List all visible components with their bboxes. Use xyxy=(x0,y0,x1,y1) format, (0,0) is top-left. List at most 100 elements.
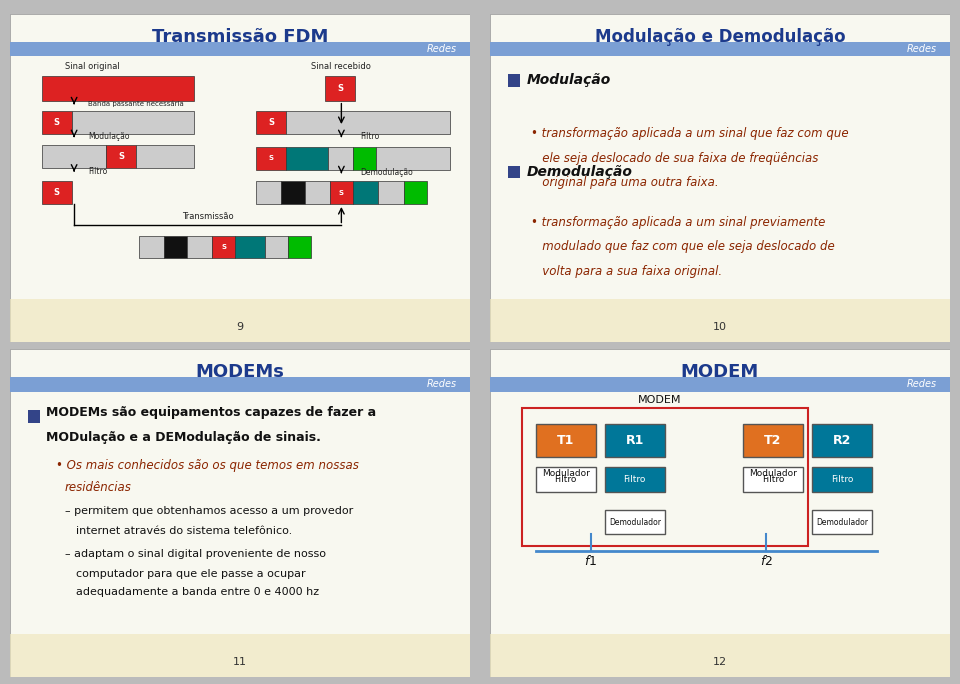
Bar xyxy=(522,408,807,546)
Bar xyxy=(10,635,470,677)
Text: $f2$: $f2$ xyxy=(759,553,773,568)
Text: MODEMs: MODEMs xyxy=(196,363,284,381)
Bar xyxy=(330,181,353,204)
Text: computador para que ele passe a ocupar: computador para que ele passe a ocupar xyxy=(77,568,306,579)
Bar xyxy=(304,181,330,204)
Text: Transmissão: Transmissão xyxy=(182,212,233,221)
Bar xyxy=(403,181,426,204)
Bar xyxy=(256,181,281,204)
Text: Modulador: Modulador xyxy=(541,469,589,478)
Text: Filtro: Filtro xyxy=(88,167,108,176)
Bar xyxy=(281,181,304,204)
Text: S: S xyxy=(339,189,344,196)
Bar xyxy=(743,424,803,457)
Text: Redes: Redes xyxy=(426,379,457,389)
Bar xyxy=(376,146,449,170)
Text: volta para a sua faixa original.: volta para a sua faixa original. xyxy=(531,265,722,278)
Bar xyxy=(286,146,327,170)
Text: T2: T2 xyxy=(764,434,781,447)
Text: Modulador: Modulador xyxy=(749,469,797,478)
Bar xyxy=(490,42,950,56)
Bar xyxy=(107,145,136,168)
Text: S: S xyxy=(54,188,60,197)
Bar xyxy=(812,467,872,492)
Text: Modulação e Demodulação: Modulação e Demodulação xyxy=(594,27,846,46)
Text: Redes: Redes xyxy=(906,379,937,389)
Bar xyxy=(187,236,212,259)
Text: Sinal recebido: Sinal recebido xyxy=(311,62,372,71)
Text: Demodulador: Demodulador xyxy=(609,518,660,527)
Text: R1: R1 xyxy=(626,434,644,447)
Bar xyxy=(286,111,449,133)
Bar xyxy=(42,181,72,204)
Bar xyxy=(138,236,164,259)
Text: Demodulador: Demodulador xyxy=(816,518,868,527)
Bar xyxy=(353,181,378,204)
Text: MODEM: MODEM xyxy=(638,395,682,405)
Text: S: S xyxy=(269,155,274,161)
Text: Transmissão FDM: Transmissão FDM xyxy=(152,27,328,46)
Text: Redes: Redes xyxy=(426,44,457,54)
Text: S: S xyxy=(337,84,344,93)
Bar xyxy=(42,145,107,168)
Text: adequadamente a banda entre 0 e 4000 hz: adequadamente a banda entre 0 e 4000 hz xyxy=(77,588,320,597)
Bar xyxy=(327,146,353,170)
Bar xyxy=(536,424,595,457)
Text: Demodulação: Demodulação xyxy=(360,168,413,177)
Text: internet através do sistema telefônico.: internet através do sistema telefônico. xyxy=(77,526,293,536)
Bar xyxy=(508,74,519,87)
Bar xyxy=(605,510,664,534)
Bar xyxy=(256,111,286,133)
Bar xyxy=(256,146,286,170)
Bar xyxy=(265,236,288,259)
Text: original para uma outra faixa.: original para uma outra faixa. xyxy=(531,176,719,189)
Text: residências: residências xyxy=(65,481,132,494)
Text: 12: 12 xyxy=(713,657,727,668)
Text: • transformação aplicada a um sinal previamente: • transformação aplicada a um sinal prev… xyxy=(531,215,826,228)
Text: Modulação: Modulação xyxy=(88,132,130,142)
Text: $f1$: $f1$ xyxy=(585,553,597,568)
Text: S: S xyxy=(268,118,275,127)
Bar xyxy=(10,377,470,391)
Bar xyxy=(508,166,519,179)
Text: Redes: Redes xyxy=(906,44,937,54)
Bar xyxy=(605,424,664,457)
Text: S: S xyxy=(222,244,227,250)
Bar xyxy=(536,467,595,492)
Bar xyxy=(136,145,194,168)
Bar xyxy=(353,146,376,170)
Text: R2: R2 xyxy=(833,434,852,447)
Bar xyxy=(72,111,194,133)
Text: Sinal original: Sinal original xyxy=(65,62,120,71)
Bar xyxy=(42,76,194,101)
Bar xyxy=(10,300,470,342)
Text: • transformação aplicada a um sinal que faz com que: • transformação aplicada a um sinal que … xyxy=(531,127,849,140)
Text: Filtro: Filtro xyxy=(624,475,646,484)
Text: MODulação e a DEModulação de sinais.: MODulação e a DEModulação de sinais. xyxy=(46,431,322,444)
Bar xyxy=(743,467,803,492)
Bar xyxy=(235,236,265,259)
Bar xyxy=(325,76,355,101)
Text: 9: 9 xyxy=(236,322,244,332)
Text: MODEMs são equipamentos capazes de fazer a: MODEMs são equipamentos capazes de fazer… xyxy=(46,406,376,419)
Text: modulado que faz com que ele seja deslocado de: modulado que faz com que ele seja desloc… xyxy=(531,240,835,253)
Bar xyxy=(28,410,39,423)
Text: T1: T1 xyxy=(557,434,574,447)
Bar xyxy=(42,111,72,133)
Bar xyxy=(490,377,950,391)
Text: 10: 10 xyxy=(713,322,727,332)
Text: – permitem que obtenhamos acesso a um provedor: – permitem que obtenhamos acesso a um pr… xyxy=(65,506,353,516)
Bar xyxy=(288,236,311,259)
Bar xyxy=(812,510,872,534)
Text: Modulação: Modulação xyxy=(526,73,611,88)
Text: S: S xyxy=(54,118,60,127)
Text: – adaptam o sinal digital proveniente de nosso: – adaptam o sinal digital proveniente de… xyxy=(65,549,325,559)
Bar xyxy=(812,424,872,457)
Bar xyxy=(605,467,664,492)
Text: S: S xyxy=(118,152,125,161)
Text: Filtro: Filtro xyxy=(360,132,379,142)
Text: Filtro: Filtro xyxy=(831,475,853,484)
Bar xyxy=(378,181,403,204)
Bar xyxy=(490,300,950,342)
Bar xyxy=(164,236,187,259)
